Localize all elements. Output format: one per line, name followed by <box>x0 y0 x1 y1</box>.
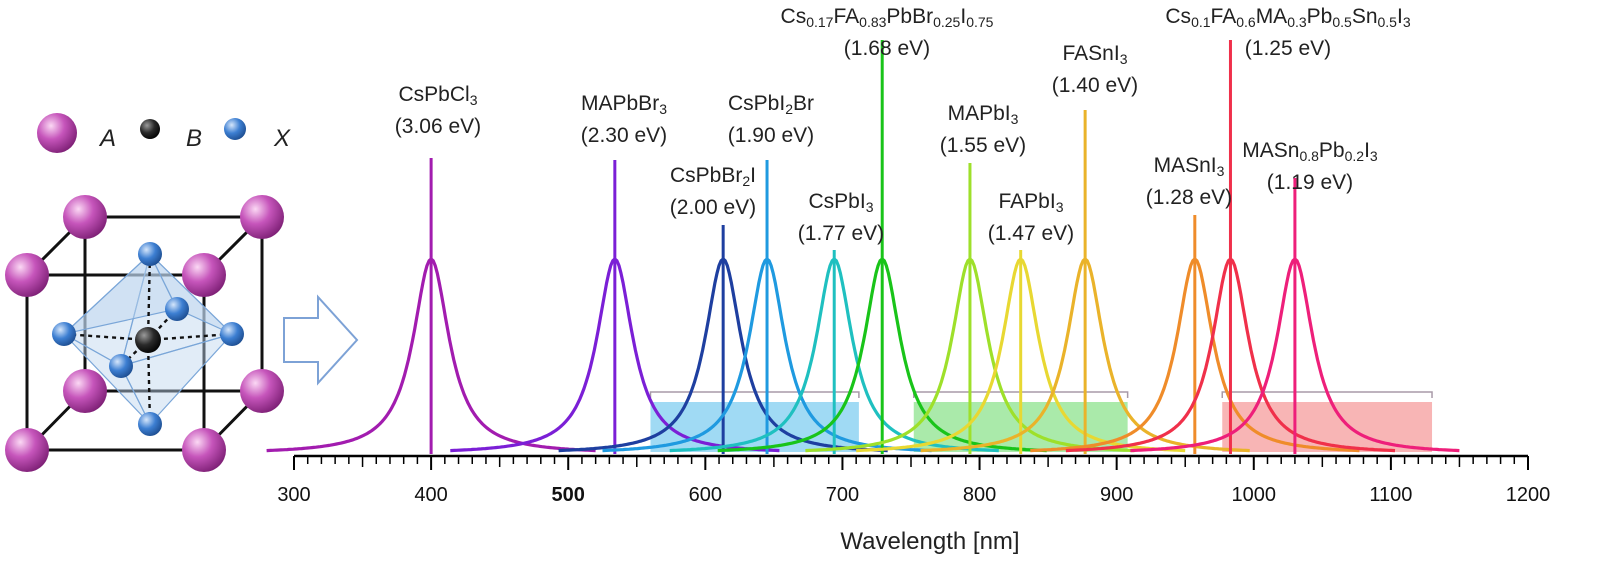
bandgap-CsPbI3: (1.77 eV) <box>798 222 884 245</box>
label-Cs0.17FA0.83PbBr0.25I0.75: Cs0.17FA0.83PbBr0.25I0.75 <box>781 5 994 30</box>
label-FASnI3: FASnI3 <box>1063 42 1128 67</box>
bond <box>146 339 152 425</box>
bandgap-MASn0.8Pb0.2I3: (1.19 eV) <box>1267 171 1353 194</box>
x-ion <box>52 322 76 346</box>
bandgap-MAPbBr3: (2.30 eV) <box>581 124 667 147</box>
a-ion <box>182 428 226 472</box>
peak-labels: CsPbCl3 (3.06 eV) MAPbBr3 (2.30 eV)CsPbBr2I… <box>395 5 1411 245</box>
bandgap-FAPbI3: (1.47 eV) <box>988 222 1074 245</box>
x-tick-label: 700 <box>826 484 859 506</box>
bond <box>63 332 149 342</box>
a-ion <box>5 428 49 472</box>
x-ion <box>220 322 244 346</box>
emission-curves <box>266 40 1460 454</box>
legend-label-B: B <box>186 125 202 152</box>
a-ion <box>182 253 226 297</box>
x-tick-label: 1000 <box>1232 484 1277 506</box>
label-Cs0.1FA0.6MA0.3Pb0.5Sn0.5I3: Cs0.1FA0.6MA0.3Pb0.5Sn0.5I3 <box>1165 5 1410 30</box>
a-ion <box>63 369 107 413</box>
label-FAPbI3: FAPbI3 <box>999 190 1064 215</box>
label-MASnI3: MASnI3 <box>1154 154 1225 179</box>
bandgap-Cs0.17FA0.83PbBr0.25I0.75: (1.68 eV) <box>844 37 930 60</box>
x-ion <box>138 242 162 266</box>
arrow-shape <box>283 294 359 386</box>
b-ion <box>135 327 161 353</box>
a-ion <box>63 195 107 239</box>
x-tick-label: 900 <box>1100 484 1133 506</box>
x-ion <box>138 412 162 436</box>
label-CsPbI3: CsPbI3 <box>809 190 874 215</box>
a-ion <box>5 253 49 297</box>
perovskite-unit-cell-icon <box>5 195 284 472</box>
label-MAPbI3: MAPbI3 <box>948 102 1019 127</box>
x-tick-label: 300 <box>277 484 310 506</box>
label-MAPbBr3: MAPbBr3 <box>581 92 667 117</box>
bandgap-MASnI3: (1.28 eV) <box>1146 186 1232 209</box>
legend-label-X: X <box>273 125 291 152</box>
a-ion <box>240 195 284 239</box>
x-axis-title: Wavelength [nm] <box>840 528 1019 555</box>
label-CsPbBr2I: CsPbBr2I <box>670 164 756 189</box>
x-tick-label: 1200 <box>1506 484 1551 506</box>
x-ion <box>165 297 189 321</box>
x-ion <box>109 354 133 378</box>
x-axis: 300 400 500 600 700 800 900 1000 1100 1200 <box>277 454 1551 506</box>
x-tick-label: 400 <box>414 484 447 506</box>
x-tick-label: 600 <box>689 484 722 506</box>
bond <box>146 253 152 341</box>
legend-marker-X <box>224 118 246 140</box>
bandgap-FASnI3: (1.40 eV) <box>1052 74 1138 97</box>
legend-marker-B <box>140 119 160 139</box>
bandgap-Cs0.1FA0.6MA0.3Pb0.5Sn0.5I3: (1.25 eV) <box>1245 37 1331 60</box>
label-CsPbCl3: CsPbCl3 <box>399 83 478 108</box>
a-ion <box>240 369 284 413</box>
bandgap-CsPbCl3: (3.06 eV) <box>395 115 481 138</box>
label-MASn0.8Pb0.2I3: MASn0.8Pb0.2I3 <box>1242 139 1378 164</box>
bond <box>147 332 233 342</box>
bond <box>120 339 149 367</box>
legend-label-A: A <box>98 125 116 152</box>
legend-marker-A <box>37 113 77 153</box>
x-tick-label: 1100 <box>1369 484 1412 506</box>
x-tick-label: 500 <box>552 484 585 506</box>
label-CsPbI2Br: CsPbI2Br <box>728 92 814 117</box>
bandgap-CsPbI2Br: (1.90 eV) <box>728 124 814 147</box>
octahedron-face <box>120 332 234 426</box>
right-arrow-icon <box>283 294 359 386</box>
x-tick-label: 800 <box>963 484 996 506</box>
bandgap-CsPbBr2I: (2.00 eV) <box>670 196 756 219</box>
bandgap-MAPbI3: (1.55 eV) <box>940 134 1026 157</box>
